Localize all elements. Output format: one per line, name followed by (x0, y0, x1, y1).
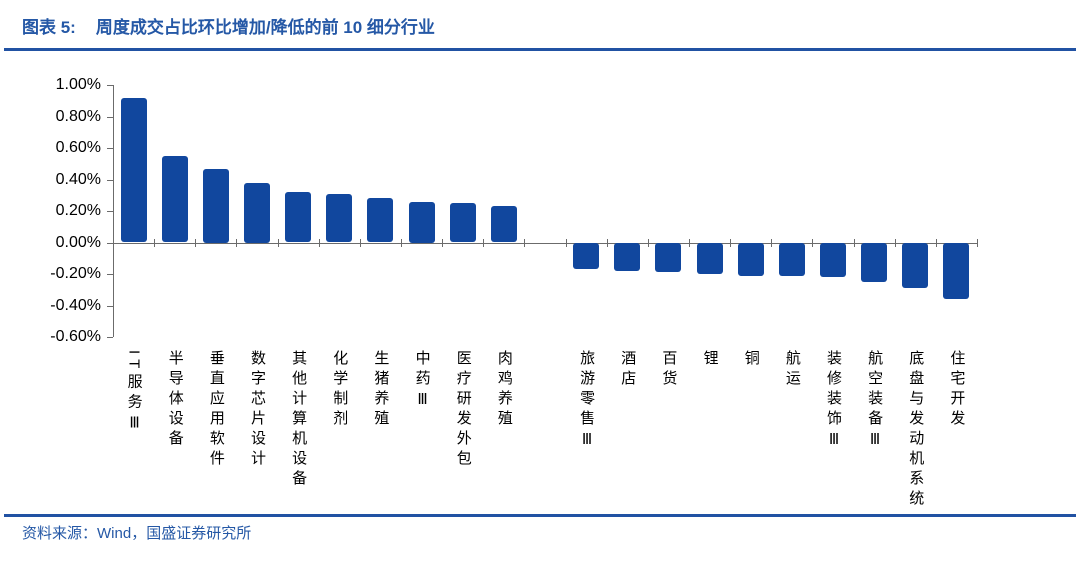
y-tick (107, 337, 113, 338)
x-category-label: 垂直应用软件 (207, 350, 225, 470)
bar (737, 242, 764, 276)
bar (778, 242, 805, 276)
y-tick-label: -0.40% (50, 296, 101, 314)
x-category-label: 化学制剂 (331, 350, 349, 430)
x-tick (524, 238, 526, 247)
footer-divider (4, 514, 1076, 517)
x-axis-line (113, 242, 977, 244)
x-category-label: 住宅开发 (948, 350, 966, 430)
x-category-label: 底盘与发动机系统 (907, 350, 925, 510)
y-tick (107, 305, 113, 307)
bar (696, 242, 723, 274)
y-tick (107, 274, 113, 275)
x-category-label: 中药Ⅲ (413, 350, 431, 413)
header-divider (4, 48, 1076, 51)
bar (244, 182, 270, 243)
y-tick-label: 0.80% (55, 107, 101, 125)
x-tick (565, 238, 567, 247)
y-axis-line (113, 85, 114, 337)
bar (367, 198, 394, 243)
source-label: 资料来源： (22, 525, 98, 542)
bar (820, 242, 846, 278)
x-tick (977, 238, 978, 247)
bar (120, 97, 147, 243)
y-tick-label: 0.20% (55, 202, 101, 219)
bar (655, 242, 682, 273)
y-tick (107, 85, 113, 86)
bar (614, 242, 641, 271)
x-tick (647, 238, 649, 247)
x-category-label: IT服务Ⅲ (125, 350, 143, 437)
bar (408, 201, 435, 243)
y-tick-label: 0.00% (55, 233, 101, 251)
x-category-label: 其他计算机设备 (290, 350, 308, 490)
bar (285, 192, 312, 243)
x-tick (401, 238, 402, 247)
x-tick (606, 238, 608, 247)
y-tick (107, 211, 113, 212)
x-category-label: 百货 (660, 350, 678, 390)
chart-tag: 图表 5: (22, 18, 76, 37)
y-tick-label: -0.20% (50, 265, 101, 282)
bar (861, 242, 888, 282)
x-category-label: 航运 (783, 350, 801, 390)
y-tick (107, 148, 113, 149)
x-tick (689, 238, 690, 247)
y-tick (107, 179, 113, 181)
x-category-label: 装修装饰Ⅲ (825, 350, 842, 453)
x-category-label: 酒店 (619, 350, 637, 390)
y-tick (107, 242, 113, 244)
x-tick (483, 238, 485, 247)
x-tick (154, 238, 156, 247)
x-category-label: 半导体设备 (166, 350, 184, 450)
y-tick-label: 0.40% (55, 170, 101, 188)
x-tick (730, 238, 732, 247)
y-tick-label: -0.60% (50, 328, 101, 345)
bar (902, 242, 929, 289)
x-tick (359, 238, 361, 247)
x-tick (318, 238, 320, 247)
bar (573, 242, 600, 270)
bar (161, 155, 188, 243)
bar (202, 168, 229, 243)
source-text: Wind，国盛证券研究所 (97, 525, 252, 542)
x-category-label: 旅游零售Ⅲ (578, 350, 596, 453)
x-tick (442, 238, 444, 247)
x-tick (853, 238, 855, 247)
x-category-label: 锂 (701, 350, 719, 370)
bar (449, 203, 476, 243)
y-tick-label: 1.00% (55, 76, 101, 93)
x-tick (935, 238, 937, 247)
bar (490, 206, 517, 243)
x-tick (771, 238, 773, 247)
x-category-label: 医疗研发外包 (454, 350, 472, 470)
x-tick (894, 238, 896, 247)
x-tick (113, 238, 114, 247)
x-category-label: 肉鸡养殖 (495, 350, 513, 430)
x-tick (277, 238, 279, 247)
x-category-label: 数字芯片设计 (249, 350, 266, 470)
y-tick-label: 0.60% (55, 139, 101, 156)
x-tick (236, 238, 238, 247)
chart-title: 周度成交占比环比增加/降低的前 10 细分行业 (95, 18, 435, 37)
y-tick (107, 116, 113, 118)
x-tick (195, 238, 197, 247)
x-category-label: 生猪养殖 (372, 350, 390, 430)
x-category-label: 航空装备Ⅲ (866, 350, 884, 453)
source-note: 资料来源：Wind，国盛证券研究所 (22, 522, 251, 543)
x-category-label: 铜 (742, 350, 760, 370)
bar (326, 193, 353, 243)
bar (943, 242, 970, 300)
x-tick (812, 238, 814, 247)
chart-header: 图表 5: 周度成交占比环比增加/降低的前 10 细分行业 (22, 13, 435, 38)
